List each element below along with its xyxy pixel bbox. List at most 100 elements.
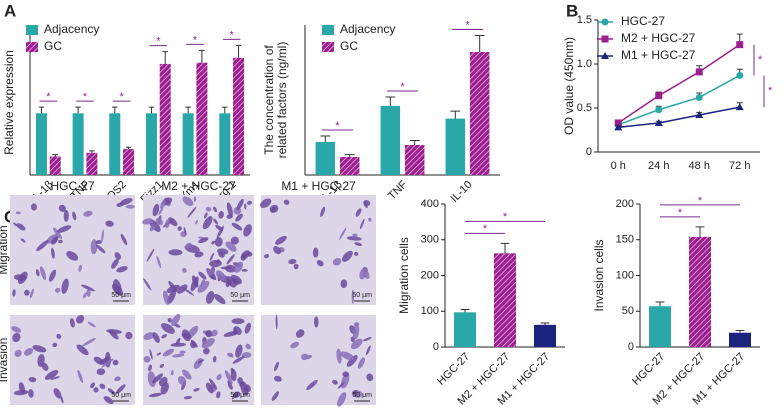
cell xyxy=(82,337,96,347)
cell xyxy=(363,200,371,206)
bar xyxy=(315,142,336,175)
cell xyxy=(351,289,354,304)
x-tick-label: TNF xyxy=(386,178,410,202)
cell xyxy=(160,199,166,209)
cell xyxy=(125,204,135,209)
cell xyxy=(96,368,106,376)
cell xyxy=(116,266,128,273)
cell xyxy=(313,380,317,385)
cell xyxy=(61,278,69,294)
marker xyxy=(601,35,609,43)
y-axis-label: Relative expression xyxy=(2,50,16,155)
cell xyxy=(15,211,21,215)
scale-bar-label: 50 μm xyxy=(111,392,131,399)
cell xyxy=(339,227,347,240)
cell xyxy=(275,314,278,330)
cell xyxy=(243,224,252,237)
cell xyxy=(226,202,233,217)
cell xyxy=(161,323,175,334)
x-tick-label: HGC-27 xyxy=(630,351,667,388)
cell xyxy=(142,218,154,225)
cell xyxy=(236,198,244,210)
cell xyxy=(72,211,77,221)
cell xyxy=(193,388,200,392)
cell xyxy=(16,223,26,231)
cell xyxy=(75,314,85,324)
error-bar xyxy=(52,154,58,157)
x-tick-label: 24 h xyxy=(648,160,669,172)
cell xyxy=(36,240,49,252)
cell xyxy=(17,271,28,285)
bar xyxy=(380,106,401,175)
cell xyxy=(363,336,372,342)
cell xyxy=(162,290,170,305)
row-label: Invasion xyxy=(0,338,10,383)
y-tick-label: 200 xyxy=(616,198,634,210)
cell xyxy=(230,236,239,245)
cell xyxy=(354,242,363,247)
error-bar xyxy=(235,44,242,58)
cell xyxy=(217,248,229,255)
cell xyxy=(195,219,198,225)
cell xyxy=(78,264,82,272)
cell xyxy=(69,318,75,328)
y-axis-label: The concentration of xyxy=(262,45,276,155)
bar xyxy=(219,113,231,175)
y-tick-label: 0 xyxy=(628,341,634,353)
significance-label: * xyxy=(83,91,88,103)
y-axis-label: Migration cells xyxy=(397,237,411,314)
cell xyxy=(194,251,204,258)
legend-swatch xyxy=(322,25,334,35)
cell xyxy=(55,287,61,293)
cell xyxy=(357,357,366,369)
cell xyxy=(172,353,185,358)
error-bar xyxy=(162,51,168,64)
scale-bar-label: 50 μm xyxy=(352,292,372,299)
cell xyxy=(103,396,114,404)
cell xyxy=(56,333,62,339)
cell xyxy=(205,291,215,304)
x-tick-label: 48 h xyxy=(689,160,710,172)
y-tick-label: 0 xyxy=(433,341,439,353)
cell xyxy=(66,251,79,261)
cell xyxy=(202,216,213,230)
cell xyxy=(288,258,297,265)
cell xyxy=(295,329,305,338)
cell xyxy=(90,239,98,255)
cell xyxy=(168,249,183,256)
cell xyxy=(274,361,279,372)
legend-label: Adjacency xyxy=(44,22,99,36)
bar xyxy=(72,113,84,175)
cell xyxy=(346,355,358,367)
cell xyxy=(182,329,191,342)
cell xyxy=(359,267,367,280)
error-bar xyxy=(500,242,510,254)
cell xyxy=(340,351,355,361)
cell xyxy=(159,363,165,368)
cell xyxy=(301,353,308,361)
cell xyxy=(149,348,153,360)
cell xyxy=(177,375,187,386)
bar xyxy=(233,57,245,175)
y-axis-label: related factors (ng/ml) xyxy=(275,42,289,159)
cell xyxy=(283,199,290,205)
cell xyxy=(50,376,60,380)
error-bar xyxy=(540,322,550,325)
y-tick-label: 0.5 xyxy=(577,102,592,114)
cell xyxy=(82,292,87,299)
marker xyxy=(614,123,623,131)
cell xyxy=(115,384,126,394)
error-bar xyxy=(320,135,331,142)
error-bar xyxy=(125,146,132,150)
cell xyxy=(119,198,133,205)
cell xyxy=(214,237,223,247)
bar xyxy=(729,332,751,347)
legend-swatch xyxy=(26,25,38,35)
cell xyxy=(11,326,22,333)
cell xyxy=(359,218,365,230)
legend-label: M1 + HGC-27 xyxy=(621,48,696,62)
cell xyxy=(183,395,193,400)
cell xyxy=(275,235,287,245)
cell xyxy=(225,241,237,252)
